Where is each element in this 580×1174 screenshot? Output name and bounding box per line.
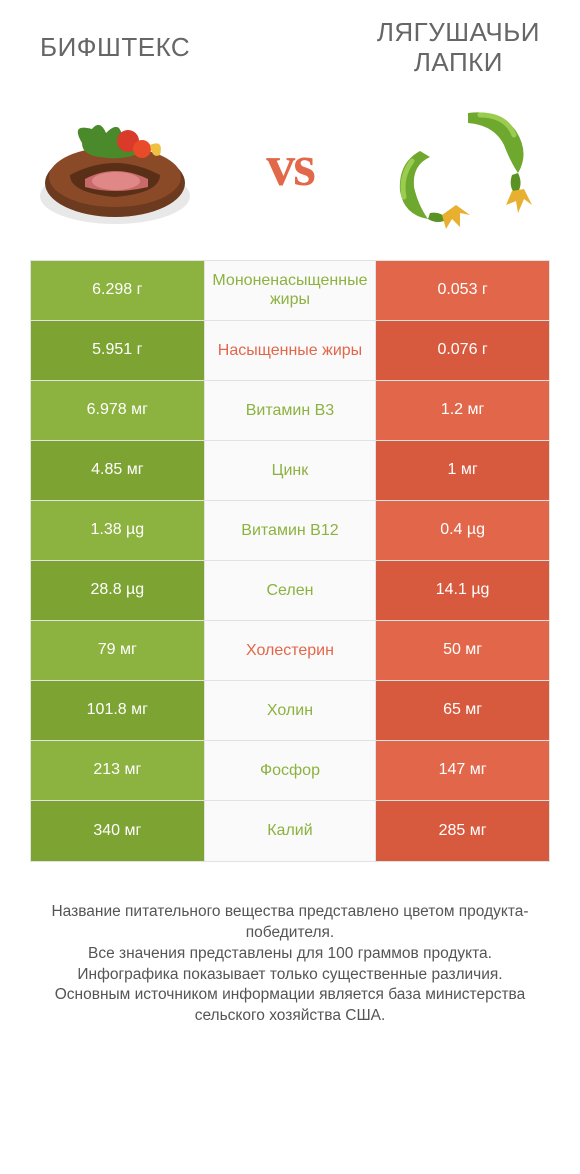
value-right: 14.1 µg	[376, 561, 549, 620]
value-left: 101.8 мг	[31, 681, 204, 740]
comparison-table: 6.298 гМононенасыщенные жиры0.053 г5.951…	[30, 260, 550, 862]
value-right: 1 мг	[376, 441, 549, 500]
table-row: 6.298 гМононенасыщенные жиры0.053 г	[31, 261, 549, 321]
footer-line: Основным источником информации является …	[30, 985, 550, 1027]
table-row: 6.978 мгВитамин B31.2 мг	[31, 381, 549, 441]
value-right: 65 мг	[376, 681, 549, 740]
table-row: 28.8 µgСелен14.1 µg	[31, 561, 549, 621]
nutrient-label: Фосфор	[204, 741, 377, 800]
value-right: 0.053 г	[376, 261, 549, 320]
value-left: 5.951 г	[31, 321, 204, 380]
nutrient-label: Витамин B3	[204, 381, 377, 440]
nutrient-label: Витамин B12	[204, 501, 377, 560]
value-left: 4.85 мг	[31, 441, 204, 500]
table-row: 4.85 мгЦинк1 мг	[31, 441, 549, 501]
nutrient-label: Мононенасыщенные жиры	[204, 261, 377, 320]
value-left: 79 мг	[31, 621, 204, 680]
footer-notes: Название питательного вещества представл…	[30, 902, 550, 1028]
value-left: 6.298 г	[31, 261, 204, 320]
title-right: ЛЯГУШАЧЬИ ЛАПКИ	[377, 18, 540, 78]
value-left: 1.38 µg	[31, 501, 204, 560]
nutrient-label: Калий	[204, 801, 377, 861]
steak-image	[30, 96, 200, 236]
value-left: 28.8 µg	[31, 561, 204, 620]
title-left: БИФШТЕКС	[40, 33, 190, 63]
nutrient-label: Холин	[204, 681, 377, 740]
table-row: 101.8 мгХолин65 мг	[31, 681, 549, 741]
value-left: 340 мг	[31, 801, 204, 861]
value-right: 50 мг	[376, 621, 549, 680]
value-right: 285 мг	[376, 801, 549, 861]
footer-line: Инфографика показывает только существенн…	[30, 965, 550, 986]
value-right: 0.076 г	[376, 321, 549, 380]
nutrient-label: Холестерин	[204, 621, 377, 680]
nutrient-label: Цинк	[204, 441, 377, 500]
table-row: 79 мгХолестерин50 мг	[31, 621, 549, 681]
table-row: 5.951 гНасыщенные жиры0.076 г	[31, 321, 549, 381]
frog-legs-icon	[390, 101, 540, 231]
footer-line: Название питательного вещества представл…	[30, 902, 550, 944]
header: БИФШТЕКС ЛЯГУШАЧЬИ ЛАПКИ	[0, 0, 580, 86]
value-left: 213 мг	[31, 741, 204, 800]
vs-row: vs	[0, 86, 580, 260]
nutrient-label: Селен	[204, 561, 377, 620]
frog-legs-image	[380, 96, 550, 236]
value-right: 147 мг	[376, 741, 549, 800]
footer-line: Все значения представлены для 100 граммо…	[30, 944, 550, 965]
value-right: 0.4 µg	[376, 501, 549, 560]
table-row: 340 мгКалий285 мг	[31, 801, 549, 861]
steak-icon	[30, 101, 200, 231]
table-row: 213 мгФосфор147 мг	[31, 741, 549, 801]
nutrient-label: Насыщенные жиры	[204, 321, 377, 380]
vs-label: vs	[266, 132, 314, 199]
table-row: 1.38 µgВитамин B120.4 µg	[31, 501, 549, 561]
value-left: 6.978 мг	[31, 381, 204, 440]
value-right: 1.2 мг	[376, 381, 549, 440]
